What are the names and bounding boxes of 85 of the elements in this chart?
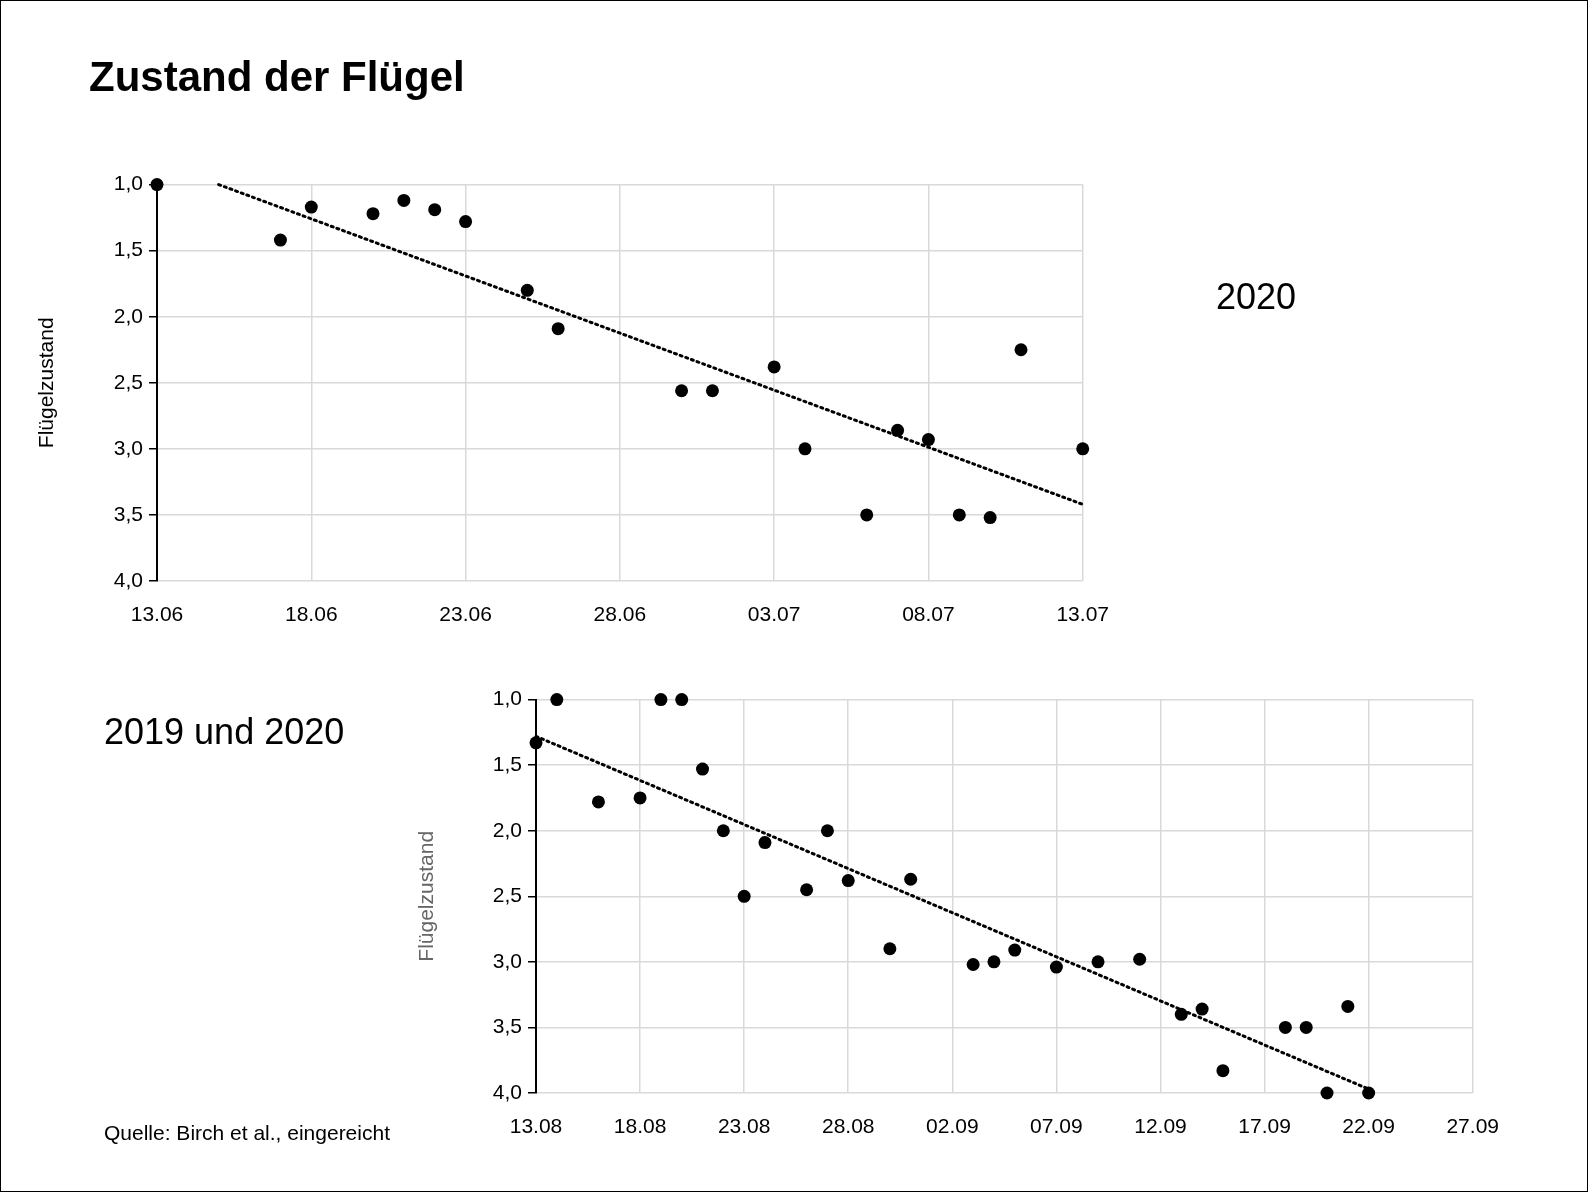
point <box>529 736 543 750</box>
point <box>798 442 812 456</box>
point <box>550 693 564 707</box>
y-tick-label: 3,0 <box>492 948 522 972</box>
point <box>273 233 287 247</box>
point <box>966 957 980 971</box>
x-tick-label: 28.06 <box>593 602 647 626</box>
point <box>366 207 380 221</box>
point <box>675 693 689 707</box>
x-tick-label: 13.06 <box>130 602 184 626</box>
point <box>860 508 874 522</box>
x-tick-label: 07.09 <box>1030 1114 1083 1138</box>
y-tick-label: 2,5 <box>113 369 143 393</box>
x-tick-label: 12.09 <box>1134 1114 1187 1138</box>
point <box>696 762 710 776</box>
point <box>1362 1086 1376 1100</box>
text: 2020 <box>1216 276 1297 318</box>
y-tick-label: 1,0 <box>492 686 522 710</box>
point <box>952 508 966 522</box>
point <box>633 791 647 805</box>
point <box>767 360 781 374</box>
point <box>891 423 905 437</box>
point <box>1008 943 1022 957</box>
x-tick-label: 18.06 <box>285 602 338 626</box>
y-tick-label: 1,5 <box>492 751 522 775</box>
point <box>987 955 1001 969</box>
point <box>758 836 772 850</box>
point <box>705 384 719 398</box>
x-tick-label: 02.09 <box>926 1114 979 1138</box>
point <box>520 283 534 297</box>
x-tick-label: 23.06 <box>439 602 492 626</box>
x-tick-label: 08.07 <box>902 602 955 626</box>
point <box>1216 1064 1230 1078</box>
point <box>820 824 834 838</box>
y-axis-title: Flügelzustand <box>34 317 58 449</box>
point <box>459 215 473 229</box>
point <box>1299 1020 1313 1034</box>
y-tick-label: 3,5 <box>492 1014 522 1038</box>
point <box>800 883 814 897</box>
point <box>1278 1020 1292 1034</box>
point <box>675 384 689 398</box>
point <box>428 203 442 217</box>
point <box>1014 343 1028 357</box>
y-tick-label: 1,0 <box>113 171 143 195</box>
point <box>1076 442 1090 456</box>
x-tick-label: 22.09 <box>1342 1114 1395 1138</box>
point <box>737 889 751 903</box>
y-tick-label: 3,0 <box>113 435 143 459</box>
y-axis-title: Flügelzustand <box>414 830 438 962</box>
point <box>883 942 897 956</box>
y-tick-label: 2,5 <box>492 883 522 907</box>
x-tick-label: 23.08 <box>717 1114 771 1138</box>
x-tick-label: 03.07 <box>747 602 801 626</box>
point <box>716 824 730 838</box>
point <box>1049 960 1063 974</box>
y-tick-label: 1,5 <box>113 237 143 261</box>
x-tick-label: 13.08 <box>509 1114 563 1138</box>
x-tick-label: 13.07 <box>1056 602 1110 626</box>
point <box>1341 999 1355 1013</box>
point <box>397 193 411 207</box>
point <box>551 322 565 336</box>
x-tick-label: 18.08 <box>613 1114 667 1138</box>
point <box>1133 952 1147 966</box>
y-tick-label: 4,0 <box>113 567 143 591</box>
y-tick-label: 4,0 <box>492 1079 522 1103</box>
x-tick-label: 28.08 <box>821 1114 875 1138</box>
x-tick-label: 27.09 <box>1446 1114 1500 1138</box>
point <box>654 693 668 707</box>
point <box>591 795 605 809</box>
point <box>1174 1007 1188 1021</box>
point <box>1195 1002 1209 1016</box>
point <box>1091 955 1105 969</box>
point <box>304 200 318 214</box>
point <box>841 874 855 888</box>
point <box>983 511 997 525</box>
point <box>1320 1086 1334 1100</box>
text: 2019 und 2020 <box>104 711 345 753</box>
y-tick-label: 2,0 <box>492 817 522 841</box>
point <box>904 872 918 886</box>
source-note: Quelle: Birch et al., eingereicht <box>104 1121 390 1145</box>
y-tick-label: 2,0 <box>113 303 143 327</box>
x-tick-label: 17.09 <box>1238 1114 1291 1138</box>
chart-title: Zustand der Flügel <box>89 53 465 101</box>
point <box>921 433 935 447</box>
y-tick-label: 3,5 <box>113 501 143 525</box>
